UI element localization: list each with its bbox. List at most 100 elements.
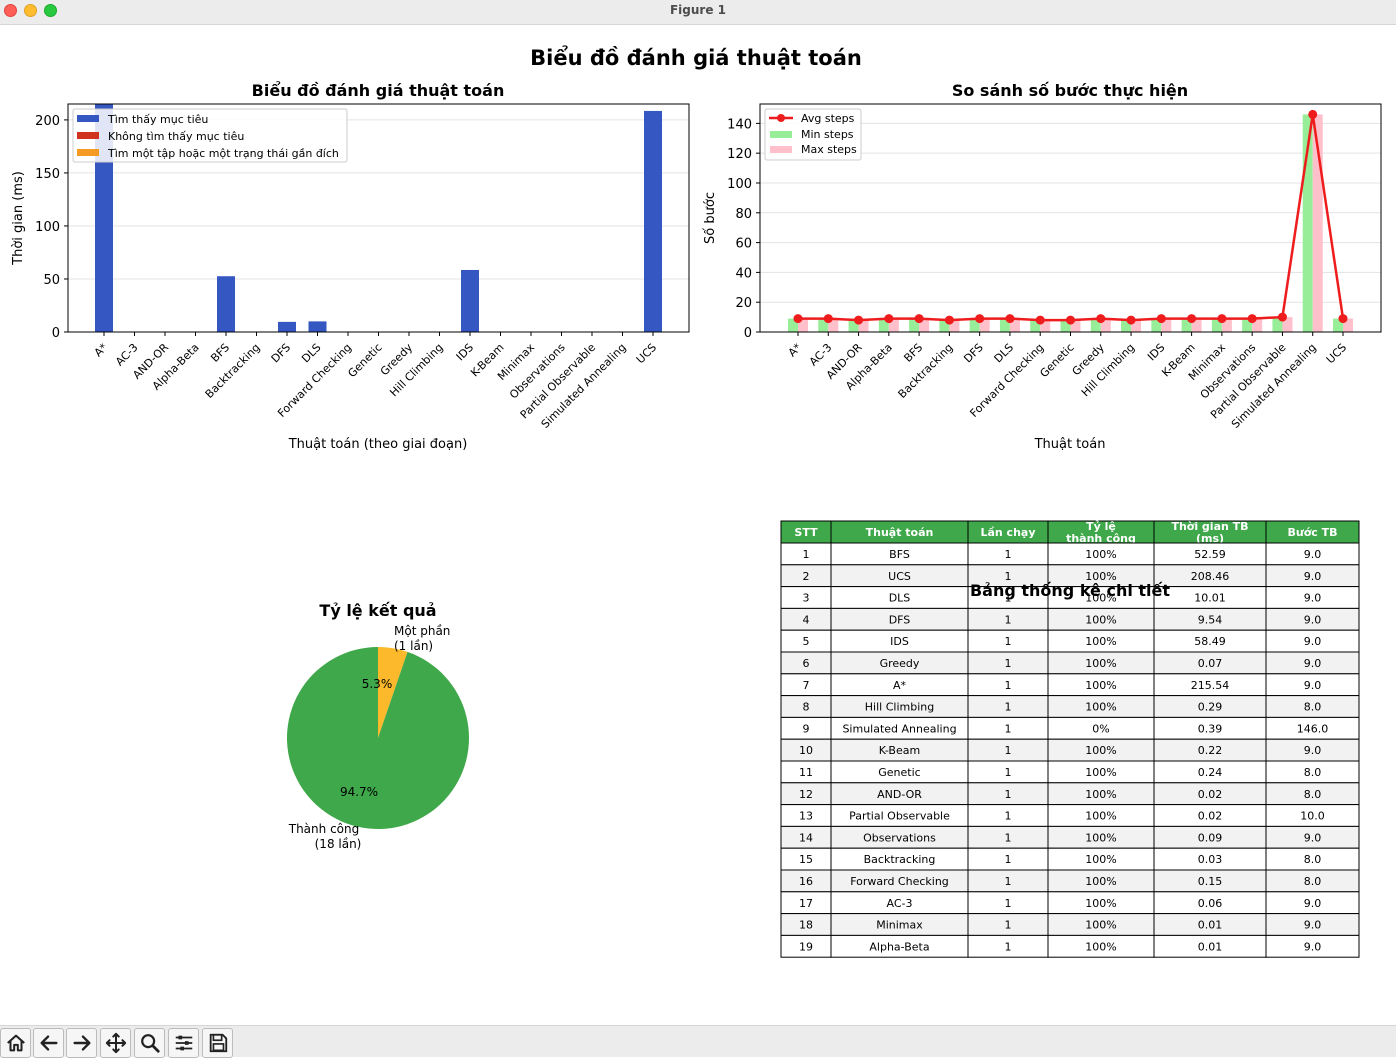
table-cell-text: 52.59 — [1194, 548, 1226, 561]
legend-swatch-max — [770, 146, 792, 153]
time-xtick-label: DLS — [299, 341, 323, 365]
table-cell-text: 12 — [799, 788, 813, 801]
table-cell-text: 7 — [803, 679, 810, 692]
pie-label-partial: Một phần(1 lần) — [394, 624, 450, 653]
table-cell-text: Backtracking — [864, 853, 936, 866]
steps-avg-point-greedy — [1096, 314, 1105, 323]
table-cell-text: 0.29 — [1198, 701, 1223, 714]
forward-button[interactable] — [66, 1028, 97, 1058]
table-cell-text: BFS — [889, 548, 910, 561]
steps-xtick-label: DLS — [992, 341, 1016, 365]
save-button[interactable] — [202, 1028, 233, 1058]
save-icon — [207, 1032, 229, 1054]
zoom-button[interactable] — [134, 1028, 165, 1058]
table-cell-text: 10.01 — [1194, 592, 1226, 605]
back-button[interactable] — [33, 1028, 64, 1058]
table-cell-text: 1 — [1005, 722, 1012, 735]
steps-ytick-label: 100 — [727, 177, 752, 192]
steps-ytick-label: 60 — [735, 237, 752, 252]
table-cell-text: 16 — [799, 875, 813, 888]
table-cell-text: 1 — [1005, 635, 1012, 648]
time-chart-title: Biểu đồ đánh giá thuật toán — [252, 81, 505, 100]
table-cell-text: 208.46 — [1191, 570, 1230, 583]
legend-label-partial: Tìm một tập hoặc một trạng thái gần đích — [107, 147, 339, 160]
time-xtick-label: A* — [92, 341, 111, 360]
time-xtick-label: UCS — [634, 341, 659, 366]
table-header-label: STT — [794, 526, 818, 539]
pie-chart-title: Tỷ lệ kết quả — [319, 601, 436, 620]
table-cell-text: 10 — [799, 744, 813, 757]
table-cell-text: 8.0 — [1304, 875, 1322, 888]
steps-avg-point-dfs — [975, 314, 984, 323]
legend-swatch-fail — [77, 132, 99, 139]
table-cell-text: 0.06 — [1198, 897, 1223, 910]
time-chart-xlabel: Thuật toán (theo giai đoạn) — [288, 437, 468, 452]
table-cell-text: 1 — [1005, 548, 1012, 561]
table-cell-text: 11 — [799, 766, 813, 779]
steps-ytick-label: 80 — [735, 207, 752, 222]
time-bar-dfs — [278, 322, 296, 332]
steps-avg-point-alpha-beta — [884, 314, 893, 323]
pan-button[interactable] — [100, 1028, 131, 1058]
table-title: Bảng thống kê chi tiết — [970, 581, 1170, 600]
time-ytick-label: 0 — [52, 326, 60, 341]
table-cell-text: 1 — [1005, 679, 1012, 692]
table-cell-text: DFS — [889, 613, 911, 626]
configure-subplots-icon — [173, 1032, 195, 1054]
table-cell-text: 100% — [1085, 744, 1116, 757]
home-icon — [5, 1032, 27, 1054]
forward-arrow-icon — [71, 1032, 93, 1054]
table-cell-text: Partial Observable — [849, 810, 950, 823]
table-cell-text: K-Beam — [879, 744, 920, 757]
table-cell-text: 0.22 — [1198, 744, 1223, 757]
table-cell-text: 1 — [1005, 701, 1012, 714]
time-xtick-label: BFS — [208, 341, 232, 365]
home-button[interactable] — [0, 1028, 31, 1058]
table-cell-text: 100% — [1085, 548, 1116, 561]
table-cell-text: 0.07 — [1198, 657, 1223, 670]
table-cell-text: 100% — [1085, 679, 1116, 692]
table-cell-text: AND-OR — [877, 788, 922, 801]
figure-canvas: Biểu đồ đánh giá thuật toán Biểu đồ đánh… — [0, 25, 1396, 1025]
time-chart-legend: Tìm thấy mục tiêu Không tìm thấy mục tiê… — [73, 109, 347, 162]
table-cell-text: 1 — [1005, 940, 1012, 953]
table-cell-text: 0.09 — [1198, 831, 1223, 844]
steps-avg-point-simulated-annealing — [1308, 110, 1317, 119]
table-cell-text: 9.0 — [1304, 592, 1322, 605]
table-cell-text: 58.49 — [1194, 635, 1226, 648]
table-cell-text: 0.39 — [1198, 722, 1223, 735]
table-cell-text: 9.0 — [1304, 679, 1322, 692]
legend-swatch-min — [770, 131, 792, 138]
table-cell-text: 1 — [1005, 810, 1012, 823]
pie-label-success: Thành công(18 lần) — [288, 822, 362, 851]
legend-label-avg: Avg steps — [801, 112, 855, 125]
configure-subplots-button[interactable] — [168, 1028, 199, 1058]
table-header-label: Bước TB — [1287, 526, 1337, 539]
steps-ytick-label: 140 — [727, 117, 752, 132]
steps-xtick-label: UCS — [1324, 341, 1349, 366]
table-cell-text: 1 — [1005, 897, 1012, 910]
steps-xtick-label: A* — [786, 341, 805, 360]
steps-chart-title: So sánh số bước thực hiện — [952, 81, 1188, 100]
steps-avg-point-ids — [1157, 314, 1166, 323]
table-cell-text: 9.0 — [1304, 919, 1322, 932]
steps-xtick-label: IDS — [1145, 341, 1167, 363]
steps-comparison-chart: So sánh số bước thực hiện 02040608010012… — [703, 81, 1381, 452]
pie-percent-label: 5.3% — [362, 677, 393, 691]
table-cell-text: 100% — [1085, 635, 1116, 648]
table-cell-text: 0.15 — [1198, 875, 1223, 888]
table-cell-text: AC-3 — [887, 897, 913, 910]
time-bar-chart: Biểu đồ đánh giá thuật toán 050100150200… — [11, 81, 689, 452]
table-cell-text: 8.0 — [1304, 853, 1322, 866]
steps-avg-point-backtracking — [945, 316, 954, 325]
table-cell-text: 9.0 — [1304, 635, 1322, 648]
table-cell-text: 15 — [799, 853, 813, 866]
table-cell-text: 9 — [803, 722, 810, 735]
table-cell-text: 100% — [1085, 788, 1116, 801]
legend-label-fail: Không tìm thấy mục tiêu — [108, 130, 244, 143]
steps-avg-point-forward-checking — [1036, 316, 1045, 325]
pie-percent-label: 94.7% — [340, 785, 378, 799]
window-titlebar: Figure 1 — [0, 0, 1396, 25]
steps-xtick-label: Genetic — [1037, 341, 1076, 380]
table-cell-text: 0.03 — [1198, 853, 1223, 866]
